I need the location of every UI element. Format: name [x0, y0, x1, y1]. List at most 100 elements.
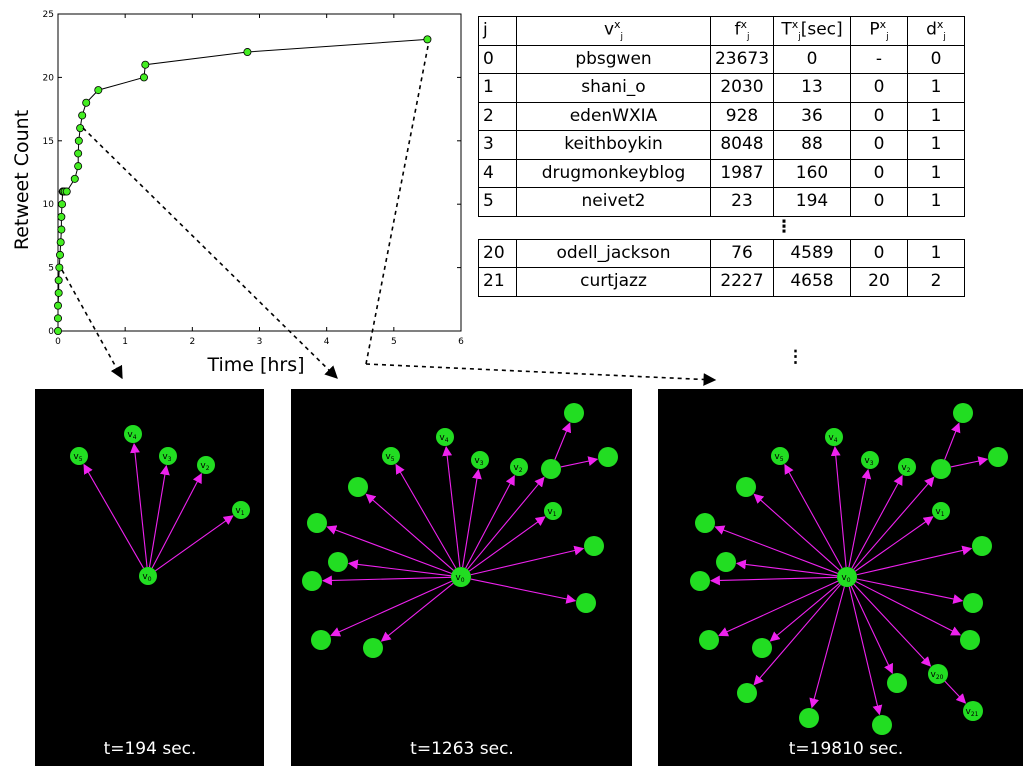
node: [960, 630, 980, 650]
node-label: v1: [547, 507, 556, 518]
node: [736, 477, 756, 497]
node-label: v4: [127, 430, 136, 441]
snapshot-panel-1263: v0 v5 v4 v3 v2 v1 t=1263 sec.: [291, 389, 632, 766]
cascade-edge: [466, 476, 545, 570]
node-v5: [771, 447, 789, 465]
cell-f: 2030: [710, 73, 774, 103]
cell-p: 20: [850, 267, 908, 297]
cascade-edge: [554, 422, 572, 460]
cell-v: drugmonkeyblog: [516, 158, 711, 188]
data-point: [54, 314, 63, 323]
snapshot-nodes: v0 v5 v4 v3 v2 v1: [70, 425, 250, 585]
node: [887, 673, 907, 693]
cell-p: 0: [850, 73, 908, 103]
cell-t: 36: [773, 101, 851, 131]
y-axis-ticks: 0 5 10 15 20 25: [43, 10, 461, 337]
cell-f: 8048: [710, 130, 774, 160]
cell-f: 23: [710, 187, 774, 217]
header-j: j: [478, 16, 517, 46]
cell-p: 0: [850, 101, 908, 131]
x-tick-label: 2: [189, 337, 195, 347]
cascade-edge: [380, 582, 454, 642]
node-v4: [436, 428, 454, 446]
table-header-row: j vxj fxj Txj[sec] Pxj dxj: [478, 16, 965, 46]
cascade-edge: [322, 575, 452, 586]
node: [348, 477, 368, 497]
node-v4: [825, 428, 843, 446]
data-point: [139, 73, 148, 82]
data-point: [94, 86, 103, 95]
header-t: Txj[sec]: [773, 16, 851, 46]
node-v1: [544, 502, 562, 520]
y-tick-label: 10: [43, 200, 55, 210]
node-label: v5: [385, 452, 394, 463]
cascade-edge: [148, 464, 170, 568]
node: [799, 708, 819, 728]
cell-f: 76: [710, 238, 774, 268]
cascade-edge: [848, 586, 883, 716]
node: [963, 593, 983, 613]
data-point: [76, 124, 85, 133]
node-v5: [70, 447, 88, 465]
cascade-edge: [462, 468, 482, 568]
data-point: [58, 200, 67, 209]
cell-p: 0: [850, 187, 908, 217]
retweet-count-plot: 0 1 2 3 4 5 6 0 5 10 15 20 25 Time [hrs] Retweet Co…: [11, 10, 464, 376]
cell-d: 0: [907, 44, 965, 74]
cell-v: shani_o: [516, 73, 711, 103]
cascade-edge: [769, 582, 840, 642]
y-tick-label: 15: [43, 137, 54, 147]
cell-j: 21: [478, 267, 517, 297]
node-label: v1: [235, 506, 244, 517]
node-v4: [124, 425, 142, 443]
x-axis-label: Time [hrs]: [206, 354, 304, 376]
cell-v: curtjazz: [516, 267, 711, 297]
node: [931, 459, 951, 479]
node-v3: [159, 447, 177, 465]
node: [737, 683, 757, 703]
x-tick-label: 5: [391, 337, 397, 347]
snapshot-background: [35, 389, 264, 766]
cell-t: 160: [773, 158, 851, 188]
y-tick-label: 25: [43, 10, 54, 20]
cell-d: 1: [907, 73, 965, 103]
cell-j: 0: [478, 44, 517, 74]
node-label: v2: [901, 463, 910, 474]
data-point: [57, 212, 66, 221]
cascade-edge: [151, 472, 202, 569]
y-tick-label: 20: [43, 73, 55, 83]
table-row: 2 edenWXIA 928 36 0 1: [478, 101, 965, 131]
cascade-edge: [753, 584, 841, 686]
cell-v: keithboykin: [516, 130, 711, 160]
cascade-edge: [468, 516, 546, 572]
node: [699, 630, 719, 650]
table-continuation-ellipsis: ⋮: [787, 347, 804, 366]
node-label: v0: [142, 572, 151, 583]
cell-d: 1: [907, 158, 965, 188]
node: [363, 638, 383, 658]
node: [988, 447, 1008, 467]
x-tick-label: 3: [257, 337, 263, 347]
header-p: Pxj: [850, 16, 908, 46]
data-point: [74, 149, 83, 158]
node-v2: [510, 458, 528, 476]
x-tick-label: 4: [324, 337, 330, 347]
cascade-edge: [850, 585, 893, 674]
cascade-edge: [710, 575, 838, 586]
node-label: v21: [966, 707, 979, 718]
node: [872, 715, 892, 735]
data-point: [56, 250, 65, 259]
snapshot-time-label: t=1263 sec.: [410, 739, 514, 759]
cell-d: 1: [907, 101, 965, 131]
data-point: [243, 48, 252, 57]
table-row: 1 shani_o 2030 13 0 1: [478, 73, 965, 103]
node-label: v4: [439, 433, 448, 444]
node: [564, 403, 584, 423]
node: [311, 630, 331, 650]
cascade-edge: [848, 468, 872, 568]
cascade-edge: [853, 583, 932, 667]
cell-d: 1: [907, 187, 965, 217]
cascade-edge: [855, 581, 962, 636]
cell-p: 0: [850, 130, 908, 160]
y-axis-label: Retweet Count: [11, 110, 33, 250]
